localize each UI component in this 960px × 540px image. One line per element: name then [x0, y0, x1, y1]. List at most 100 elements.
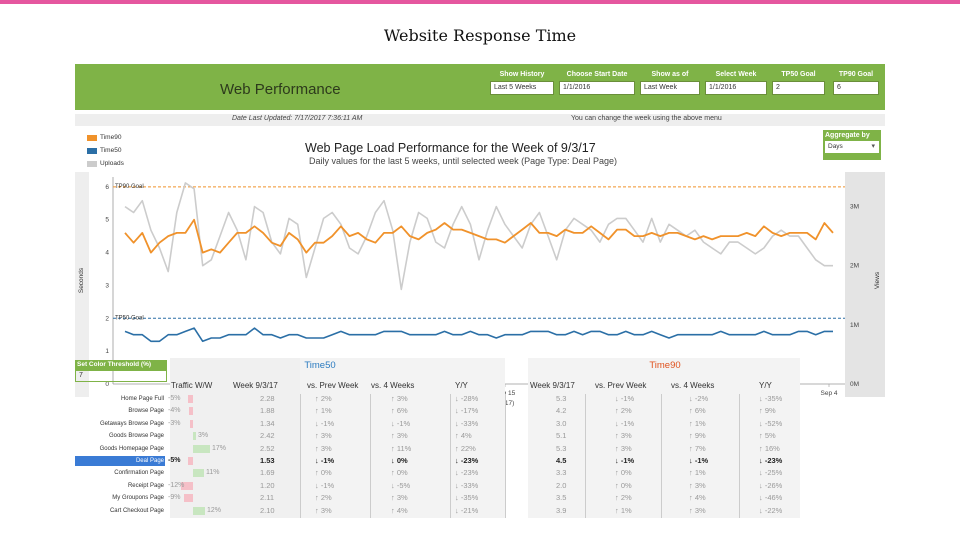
time50-cell: ↑ 1%: [315, 406, 332, 416]
x-tick-label: Sep 4: [821, 390, 838, 397]
aggregate-select[interactable]: Days: [825, 141, 879, 153]
time90-cell: ↑ 3%: [615, 431, 632, 441]
traffic-bar: [190, 419, 193, 428]
tp90-goal-label: TP90 Goal: [838, 71, 874, 78]
time90-col-header: Week 9/3/17: [530, 381, 575, 390]
time90-panel: [528, 358, 800, 518]
tp90-goal-control: TP90 Goal 6: [833, 71, 879, 95]
select-week-control: Select Week 1/1/2016: [705, 71, 767, 95]
time50-cell: ↑ 0%: [391, 468, 408, 478]
row-label[interactable]: Deal Page: [75, 456, 165, 466]
time50-cell: ↓ -1%: [315, 480, 335, 490]
y2-tick-label: 1M: [850, 322, 859, 329]
time90-cell: ↑ 3%: [615, 443, 632, 453]
time90-cell: ↑ 4%: [689, 493, 706, 503]
time90-cell: 5.3: [556, 443, 567, 453]
x-tick-label: Aug 15: [495, 390, 516, 397]
time90-col-header: vs. Prev Week: [595, 381, 647, 390]
time50-cell: 2.42: [260, 431, 275, 441]
start-date-input[interactable]: 1/1/2016: [559, 81, 635, 95]
y2-tick-label: 0M: [850, 381, 859, 388]
legend-label-time50: Time50: [100, 147, 122, 154]
time90-cell: 5.1: [556, 431, 567, 441]
chart-subtitle: Daily values for the last 5 weeks, until…: [309, 156, 617, 166]
time50-cell: ↓ -35%: [455, 493, 479, 503]
dashboard-title: Web Performance: [220, 81, 341, 98]
row-label[interactable]: Goods Browse Page: [108, 433, 164, 440]
y-tick-label: 2: [105, 315, 109, 322]
row-label[interactable]: Getaways Browse Page: [99, 420, 164, 427]
y-tick-label: 4: [105, 250, 109, 257]
traffic-bar: [193, 432, 196, 441]
legend-item-time50[interactable]: Time50: [87, 144, 124, 157]
traffic-value: -5%: [168, 457, 181, 464]
time90-cell: 5.3: [556, 394, 567, 403]
time50-cell: ↑ 3%: [391, 431, 408, 441]
y-tick-label: 3: [105, 282, 109, 289]
show-as-of-select[interactable]: Last Week: [640, 81, 700, 95]
time90-cell: ↓ -23%: [759, 456, 783, 465]
legend-item-time90[interactable]: Time90: [87, 131, 124, 144]
time50-panel: [170, 358, 300, 518]
tp90-goal-input[interactable]: 6: [833, 81, 879, 95]
row-label[interactable]: Home Page Full: [120, 396, 164, 402]
time50-cell: ↑ 6%: [391, 406, 408, 416]
slide-accent-bar: [0, 0, 960, 4]
traffic-value: 12%: [207, 506, 222, 514]
column-separator: [450, 394, 451, 518]
time90-cell: ↓ -1%: [615, 418, 635, 428]
time90-cell: ↓ -52%: [759, 418, 783, 428]
time90-cell: ↑ 2%: [615, 493, 632, 503]
time50-cell: ↓ -28%: [455, 394, 479, 403]
legend-label-time90: Time90: [100, 134, 122, 141]
time90-cell: ↑ 7%: [689, 443, 706, 453]
time90-cell: ↓ -1%: [615, 456, 635, 465]
time50-col-header: vs. Prev Week: [307, 381, 359, 390]
slide-title: Website Response Time: [383, 26, 577, 45]
threshold-input[interactable]: 7: [75, 370, 167, 382]
legend-item-uploads[interactable]: Uploads: [87, 157, 124, 170]
traffic-value: 11%: [206, 469, 220, 477]
time50-cell: 2.52: [260, 443, 275, 453]
time90-cell: ↓ -1%: [689, 456, 709, 465]
time90-cell: 2.0: [556, 480, 567, 490]
traffic-value: 3%: [198, 432, 209, 440]
time50-cell: ↑ 3%: [315, 443, 332, 453]
series-line-uploads: [124, 182, 833, 291]
row-label[interactable]: Goods Homepage Page: [99, 445, 164, 452]
traffic-bar: [181, 481, 193, 490]
series-line-time90: [124, 218, 834, 254]
dashboard: Web Performance Show History Last 5 Week…: [75, 64, 885, 524]
show-history-label: Show History: [499, 71, 545, 78]
row-label[interactable]: Confirmation Page: [114, 470, 164, 477]
time50-cell: ↑ 2%: [315, 394, 332, 403]
show-history-select[interactable]: Last 5 Weeks: [490, 81, 554, 95]
time90-cell: 4.2: [556, 406, 567, 416]
time90-cell: ↑ 9%: [689, 431, 706, 441]
y2-tick-label: 2M: [850, 263, 859, 270]
time90-cell: 3.5: [556, 493, 567, 503]
time50-col-header: Week 9/3/17: [233, 381, 278, 390]
time90-cell: ↑ 1%: [689, 418, 706, 428]
threshold-label: Set Color Threshold (%): [75, 360, 167, 370]
time90-cell: ↓ -22%: [759, 505, 783, 515]
column-separator: [739, 394, 740, 518]
time50-cell: ↓ -1%: [391, 418, 411, 428]
time90-col-header: vs. 4 Weeks: [671, 381, 715, 390]
traffic-value: -12%: [168, 481, 185, 489]
row-label[interactable]: Receipt Page: [127, 482, 164, 489]
dashboard-header: Web Performance Show History Last 5 Week…: [75, 64, 885, 110]
traffic-bar: [193, 506, 205, 515]
row-label[interactable]: Cart Checkout Page: [109, 507, 164, 514]
time50-cell: ↓ -23%: [455, 456, 479, 465]
tp50-goal-input[interactable]: 2: [772, 81, 825, 95]
time50-cell: ↓ -17%: [455, 406, 479, 416]
time50-cell: ↑ 3%: [315, 431, 332, 441]
row-label[interactable]: Browse Page: [128, 408, 164, 415]
time50-cell: ↑ 3%: [391, 493, 408, 503]
time50-cell: ↓ -33%: [455, 480, 479, 490]
select-week-input[interactable]: 1/1/2016: [705, 81, 767, 95]
column-separator: [300, 394, 301, 518]
row-label[interactable]: My Groupons Page: [112, 495, 164, 502]
aggregate-control: Aggregate by Days: [823, 130, 881, 160]
